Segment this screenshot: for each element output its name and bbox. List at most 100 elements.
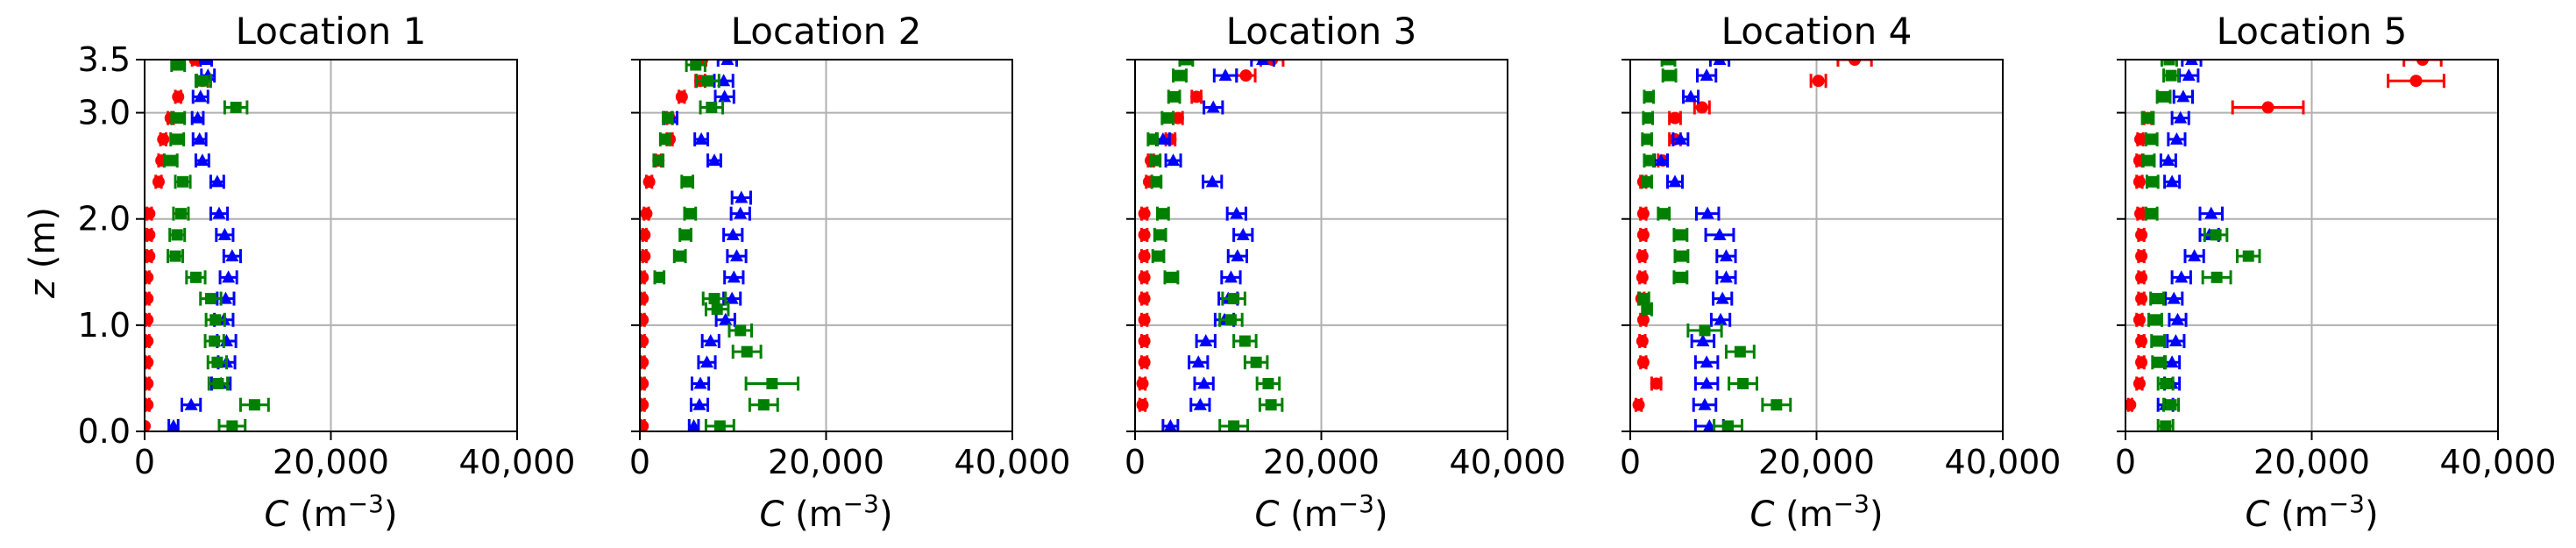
data-point [1643,154,1655,167]
data-point [1642,112,1654,125]
x-tick-label: 20,000 [2253,443,2370,481]
x-tick-label: 40,000 [2440,443,2557,481]
data-point [1236,227,1250,240]
data-point [766,377,778,389]
x-axis-label-close: ) [879,495,893,535]
data-point [1153,250,1165,262]
data-point [2165,69,2177,82]
data-point [1199,334,1213,347]
data-point [189,271,202,283]
data-point [1228,293,1240,305]
series-square [2140,60,2261,431]
data-point [1265,399,1277,411]
x-axis-label-close: ) [2365,495,2379,535]
data-point [642,175,656,189]
data-point [1191,355,1205,368]
data-point [1138,228,1151,241]
data-point [1699,324,1711,337]
data-point [2135,228,2148,241]
data-point [1636,271,1649,284]
panel-5: 0 20,000 40,000 Location 5 C (m−3) [2115,10,2557,535]
data-point [687,418,701,431]
data-point [157,132,170,146]
data-point [211,356,224,368]
x-axis-label-unit: (m [1774,495,1833,535]
x-axis-label-unit: (m [288,495,347,535]
data-point [172,90,185,103]
data-point [1150,175,1162,188]
data-point [1138,292,1151,305]
data-point [174,208,187,220]
error-bar [1708,60,1731,67]
data-point [1262,377,1274,389]
data-point [2135,335,2148,348]
data-point [204,293,216,305]
data-point [1719,270,1733,283]
data-point [145,398,154,411]
data-point [2174,110,2188,124]
data-point [145,419,151,431]
data-point [2142,112,2154,125]
data-point [1696,334,1710,347]
data-point [2165,355,2179,368]
data-point [1224,314,1237,326]
x-axis-label-exponent: −3 [1834,489,1870,518]
error-bar [1250,60,1275,67]
x-tick-label: 20,000 [1263,443,1380,481]
data-point [652,154,664,167]
data-point [659,133,671,146]
data-point [1165,271,1177,283]
x-axis-label-symbol: C [759,495,784,535]
data-point [222,270,236,283]
data-point [2211,271,2223,283]
data-point [2143,154,2155,167]
data-point [1715,291,1729,304]
data-point [1636,228,1650,241]
x-tick-label: 20,000 [273,443,389,481]
data-point [640,207,653,220]
data-point [197,75,209,87]
data-point [1668,174,1682,188]
x-axis-label-unit: (m [2269,495,2328,535]
data-point [145,207,156,220]
data-point [1674,271,1686,283]
x-tick-label: 40,000 [1945,443,2062,481]
data-point [2210,229,2222,241]
data-point [1168,90,1181,103]
panels: 0 20,000 40,000 0.0 1.0 2.0 3.0 3.5 Location 1 C … [78,10,2557,535]
data-point [1636,207,1650,220]
data-point [191,110,205,124]
x-tick-label: 0 [1125,443,1146,481]
x-axis-label-exponent: −3 [348,489,384,518]
panel-title: Location 3 [1226,10,1417,53]
data-point [640,398,649,411]
error-bar [1836,60,1873,67]
data-point [1138,271,1151,284]
data-point [1632,398,1645,411]
data-point [2171,312,2184,325]
data-point [2135,356,2148,369]
x-tick-label: 0 [2115,443,2136,481]
error-bar [1660,60,1677,67]
series-square [1146,60,1284,431]
x-tick-label: 0 [629,443,650,481]
data-point [1149,154,1161,167]
data-point [717,74,731,87]
data-point [725,291,739,304]
series-circle [640,60,709,431]
data-point [640,377,649,390]
data-point [1673,132,1687,145]
y-tick-label: 1.0 [78,306,131,345]
series-square [1638,60,1792,431]
y-tick-label: 3.0 [78,94,131,132]
data-point [2135,250,2148,263]
data-point [188,60,202,66]
data-point [1138,313,1151,326]
data-point [2152,335,2164,347]
data-point [1636,335,1649,348]
data-point [218,291,232,304]
data-point [1737,377,1749,389]
data-point [674,250,686,262]
x-axis-label-exponent: −3 [1338,489,1374,518]
